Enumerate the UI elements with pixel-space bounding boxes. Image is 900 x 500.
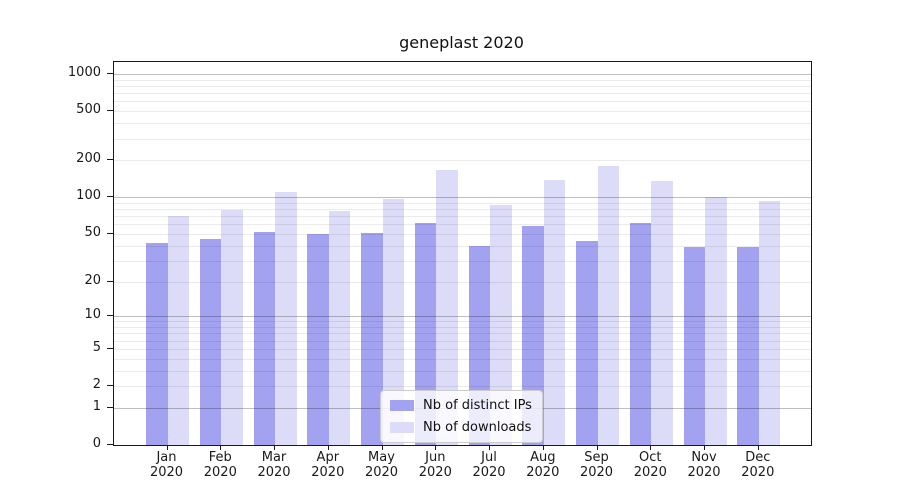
chart-title: geneplast 2020 — [399, 33, 524, 52]
bar-downloads-jul — [490, 205, 512, 445]
bar-downloads-nov — [705, 197, 727, 445]
y-axis-tick-mark — [107, 232, 113, 234]
bar-distinct-ips-jun — [414, 222, 437, 445]
bar-downloads-may — [382, 198, 404, 445]
legend-item-distinct-ips: Nb of distinct IPs — [390, 398, 532, 413]
bar-distinct-ips-oct — [629, 223, 652, 445]
x-axis-label-jan: Jan 2020 — [149, 450, 184, 480]
bar-distinct-ips-mar — [253, 231, 275, 445]
y-axis-tick-label: 0 — [92, 436, 101, 451]
x-axis-label-mar: Mar 2020 — [257, 450, 291, 480]
y-axis-tick-label: 50 — [84, 224, 101, 240]
bar-distinct-ips-sep — [576, 240, 598, 445]
x-axis-label-jun: Jun 2020 — [418, 450, 452, 480]
bar-distinct-ips-nov — [683, 246, 705, 445]
legend: Nb of distinct IPs Nb of downloads — [380, 390, 543, 443]
y-axis-tick-label: 20 — [84, 272, 101, 288]
y-axis-tick-mark — [107, 406, 113, 408]
x-axis-label-sep: Sep 2020 — [579, 450, 614, 480]
x-axis-tick-mark — [704, 445, 705, 450]
x-axis-label-apr: Apr 2020 — [311, 450, 345, 480]
y-axis-tick-mark — [107, 73, 113, 74]
y-axis-tick-mark — [107, 159, 113, 161]
x-axis-label-may: May 2020 — [364, 450, 399, 480]
bar-downloads-sep — [597, 165, 619, 445]
bar-downloads-jan — [167, 216, 189, 445]
x-axis-tick-mark — [596, 445, 598, 450]
y-axis-tick-label: 5 — [92, 339, 101, 355]
bar-distinct-ips-may — [361, 232, 383, 445]
y-axis-tick-label: 200 — [76, 151, 101, 167]
bar-downloads-dec — [758, 201, 781, 445]
bar-downloads-apr — [328, 211, 351, 445]
plot-area: Nb of distinct IPs Nb of downloads — [113, 61, 812, 446]
legend-label-downloads: Nb of downloads — [423, 420, 532, 435]
y-axis-tick-mark — [107, 196, 113, 198]
bar-distinct-ips-jan — [146, 243, 168, 445]
x-axis-label-oct: Oct 2020 — [633, 450, 667, 480]
x-axis-label-feb: Feb 2020 — [203, 450, 237, 480]
y-axis-tick-label: 1 — [92, 398, 101, 414]
legend-label-distinct-ips: Nb of distinct IPs — [423, 398, 532, 413]
bar-distinct-ips-feb — [199, 239, 222, 445]
x-axis-tick-mark — [327, 445, 329, 450]
y-axis-tick-mark — [107, 315, 113, 317]
y-axis-tick-label: 1000 — [67, 65, 101, 80]
legend-swatch-distinct-ips — [390, 400, 414, 411]
bar-distinct-ips-dec — [737, 246, 759, 445]
x-axis-label-dec: Dec 2020 — [741, 450, 775, 480]
x-axis-label-nov: Nov 2020 — [687, 450, 721, 480]
x-axis-tick-mark — [274, 445, 275, 450]
y-axis-tick-label: 2 — [92, 377, 101, 392]
x-axis-tick-mark — [489, 445, 490, 450]
y-axis-tick-label: 10 — [84, 307, 101, 323]
bar-downloads-oct — [651, 180, 673, 445]
x-axis-label-aug: Aug 2020 — [526, 450, 560, 480]
bar-downloads-mar — [275, 192, 297, 445]
y-axis-tick-mark — [107, 280, 113, 282]
y-axis-tick-mark — [107, 385, 113, 386]
legend-item-downloads: Nb of downloads — [390, 420, 532, 435]
legend-swatch-downloads — [390, 422, 414, 433]
x-axis-tick-mark — [435, 445, 437, 450]
x-axis-tick-mark — [650, 445, 652, 450]
bar-downloads-jun — [436, 169, 458, 445]
x-axis-tick-mark — [166, 445, 168, 450]
y-axis-tick-mark — [107, 444, 113, 445]
bars-layer — [114, 62, 811, 445]
bar-downloads-aug — [543, 180, 566, 445]
y-axis-tick-mark — [107, 110, 113, 112]
y-axis-tick-label: 500 — [76, 102, 101, 118]
bar-downloads-feb — [221, 210, 243, 445]
x-axis-label-jul: Jul 2020 — [472, 450, 506, 480]
x-axis-tick-mark — [757, 445, 759, 450]
x-axis-tick-mark — [220, 445, 222, 450]
x-axis-tick-mark — [542, 445, 544, 450]
x-axis-tick-mark — [381, 445, 383, 450]
y-axis-tick-mark — [107, 347, 113, 349]
bar-distinct-ips-apr — [307, 233, 329, 445]
y-axis-tick-label: 100 — [76, 188, 101, 204]
